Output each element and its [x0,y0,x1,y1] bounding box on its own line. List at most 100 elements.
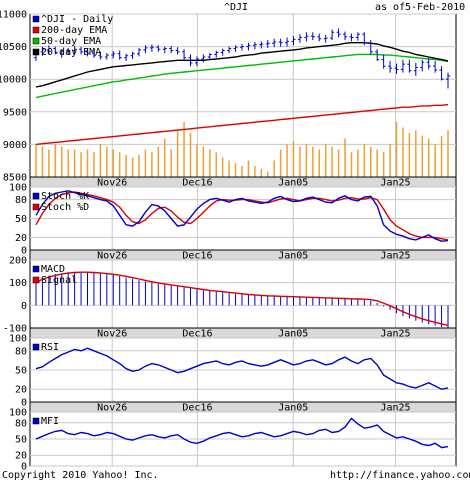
volume-bar [299,146,301,177]
ema20-line [35,42,449,88]
volume-bar [67,149,69,177]
price-y-tick-label: 8500 [3,173,27,184]
macd-legend-swatch [32,276,40,284]
volume-bar [138,155,140,177]
volume-bar [157,146,160,177]
stochastic-y-tick-label: 100 [9,183,27,194]
volume-bar [221,157,224,177]
volume-bar [318,149,320,177]
rsi-legend-label: RSI [41,342,59,353]
price-y-tick-label: 11000 [0,10,27,21]
price-legend-swatch [32,15,40,23]
volume-bar [118,152,121,177]
copyright-text: Copyright 2010 Yahoo! Inc. [2,470,159,480]
macd-y-tick-label: 0 [21,301,27,312]
x-tick-label: Jan05 [278,251,308,262]
macd-signal-line [35,271,449,326]
volume-bar [279,149,282,177]
volume-bar [415,130,417,177]
volume-bar [350,152,353,177]
volume-bar [176,130,179,177]
price-legend-label: 20-day EMA [41,47,101,58]
volume-bar [254,166,256,177]
volume-bar [48,149,50,177]
volume-bar [196,144,198,177]
volume-bar [427,138,430,177]
stoch-k-line [35,190,449,242]
volume-bar [408,133,411,177]
mfi-y-tick-label: 50 [15,435,27,446]
volume-bar [189,133,192,177]
volume-bar [389,144,391,177]
volume-bar [247,160,250,177]
rsi-line [35,347,449,390]
volume-bar [99,144,102,177]
macd-y-tick-label: 200 [9,256,27,267]
volume-bar [209,149,211,177]
ema200-line [35,103,449,146]
macd-y-tick-label: 100 [9,278,27,289]
volume-bar [241,166,243,177]
mfi-legend-label: MFI [41,416,59,427]
rsi-y-tick-label: 0 [21,398,27,409]
volume-bar [73,149,76,177]
stochastic-y-tick-label: 50 [15,214,27,225]
volume-bar [324,144,327,177]
volume-bar [144,149,147,177]
volume-bar [273,160,275,177]
x-tick-label: Jan05 [278,329,308,340]
rsi-y-tick-label: 20 [15,385,27,396]
volume-bar [267,171,269,177]
x-tick-label: Nov26 [97,251,127,262]
volume-bar [344,138,346,177]
stoch-legend-swatch [32,192,40,200]
volume-bar [228,160,230,177]
volume-bar [286,144,288,177]
stoch-legend-swatch [32,203,40,211]
volume-bar [395,122,398,177]
rsi-y-tick-label: 80 [15,346,27,357]
price-y-tick-label: 9500 [3,107,27,118]
x-tick-label: Jan25 [380,251,410,262]
rsi-y-tick-label: 50 [15,366,27,377]
mfi-y-tick-label: 100 [9,408,27,419]
ema50-line [35,53,449,99]
stochastic-y-tick-label: 0 [21,246,27,257]
price-legend-swatch [32,37,40,45]
x-tick-label: Jan25 [380,178,410,189]
volume-bar [112,149,114,177]
volume-bar [170,149,172,177]
volume-bar [363,144,366,177]
volume-bar [376,149,378,177]
x-tick-label: Nov26 [97,403,127,414]
volume-bar [80,152,82,177]
mfi-y-tick-label: 80 [15,418,27,429]
macd-y-tick-label: -100 [3,324,27,335]
price-legend-label: 200-day EMA [41,25,107,36]
volume-bar [447,130,449,177]
volume-bar [312,146,314,177]
volume-bar [35,144,37,177]
x-tick-label: Jan05 [278,178,308,189]
stochastic-y-tick-label: 20 [15,233,27,244]
x-tick-label: Dec16 [182,403,212,414]
price-legend-swatch [32,48,40,56]
x-tick-label: Nov26 [97,329,127,340]
stoch-d-line [35,191,449,241]
macd-legend-label: Signal [41,275,77,286]
as-of-label: as of [375,2,405,13]
stoch-legend-label: Stoch %K [41,191,89,202]
macd-legend-swatch [32,265,40,273]
volume-bar [183,122,185,177]
volume-bar [41,146,44,177]
mfi-legend-swatch [32,417,40,425]
volume-bar [337,149,340,177]
volume-bar [61,146,63,177]
as-of-date: 5-Feb-2010 [405,2,465,13]
price-y-tick-label: 10500 [0,42,27,53]
x-tick-label: Jan25 [380,403,410,414]
x-tick-label: Jan05 [278,403,308,414]
volume-bar [93,152,95,177]
volume-bar [331,146,333,177]
stochastic-y-tick-label: 80 [15,195,27,206]
